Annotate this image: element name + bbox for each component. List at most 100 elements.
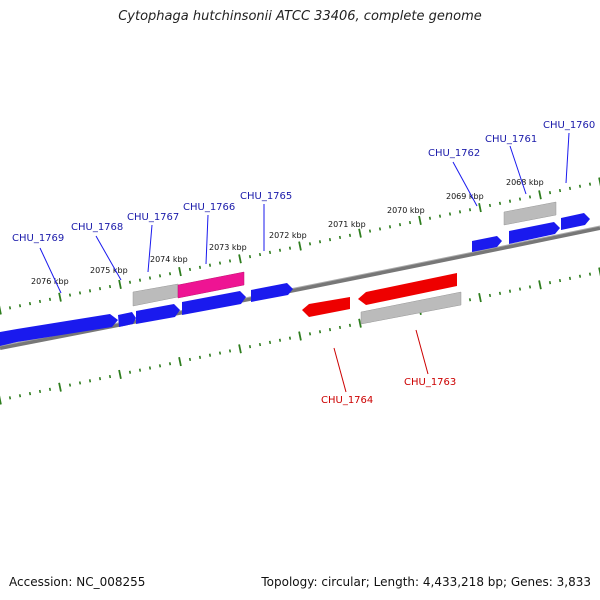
major-tick (598, 267, 600, 277)
minor-tick (448, 212, 452, 216)
label-leader-line (205, 214, 209, 265)
minor-tick (128, 280, 132, 284)
minor-tick (228, 259, 232, 263)
major-tick (298, 241, 302, 251)
gene-label: CHU_1765 (240, 191, 292, 202)
minor-tick (308, 332, 312, 336)
label-leader-line (415, 329, 429, 375)
minor-tick (88, 289, 92, 293)
kbp-label: 2076 kbp (31, 277, 69, 286)
minor-tick (18, 304, 22, 308)
minor-tick (568, 186, 572, 191)
minor-tick (548, 281, 552, 285)
major-tick (478, 293, 482, 303)
minor-tick (108, 374, 112, 379)
kbp-label: 2073 kbp (209, 243, 247, 252)
minor-tick (8, 306, 12, 310)
minor-tick (148, 366, 152, 370)
kbp-label: 2072 kbp (269, 231, 307, 240)
grey-gene-feature (132, 283, 179, 307)
rna-gene-feature (177, 271, 245, 299)
label-leader-line (565, 132, 570, 184)
minor-tick (498, 201, 502, 205)
forward-gene-feature (251, 283, 293, 302)
minor-tick (588, 182, 592, 186)
map-title: Cytophaga hutchinsonii ATCC 33406, compl… (118, 9, 482, 24)
gene-label: CHU_1769 (12, 233, 64, 244)
minor-tick (168, 362, 172, 366)
minor-tick (138, 278, 142, 282)
genome-backbone (0, 226, 600, 350)
label-leader-line (147, 224, 153, 273)
major-tick (538, 190, 542, 200)
minor-tick (88, 379, 92, 383)
minor-tick (518, 197, 522, 201)
minor-tick (48, 297, 52, 301)
minor-tick (328, 237, 332, 242)
minor-tick (258, 252, 262, 257)
minor-tick (558, 278, 562, 283)
minor-tick (268, 250, 272, 255)
minor-tick (578, 184, 582, 188)
minor-tick (578, 274, 582, 278)
minor-tick (378, 227, 382, 231)
topology-text: Topology: circular; Length: 4,433,218 bp… (261, 575, 591, 589)
minor-tick (508, 289, 512, 293)
gene-label: CHU_1761 (485, 134, 537, 145)
major-tick (538, 280, 542, 290)
minor-tick (388, 225, 392, 229)
gene-label: CHU_1768 (71, 222, 123, 233)
minor-tick (588, 272, 592, 276)
forward-gene-feature (0, 329, 17, 346)
minor-tick (488, 203, 492, 208)
gene-label: CHU_1767 (127, 212, 179, 223)
minor-tick (508, 199, 512, 203)
minor-tick (348, 233, 352, 237)
minor-tick (338, 325, 342, 330)
minor-tick (248, 345, 252, 349)
minor-tick (188, 357, 192, 362)
minor-tick (498, 291, 502, 295)
upper-tick-track (0, 177, 600, 315)
minor-tick (128, 370, 132, 374)
grey-gene-feature (503, 201, 557, 226)
minor-tick (168, 272, 172, 276)
kbp-label: 2074 kbp (150, 255, 188, 264)
forward-gene-feature (17, 314, 118, 342)
minor-tick (328, 327, 332, 332)
minor-tick (138, 368, 142, 372)
minor-tick (208, 353, 212, 357)
major-tick (178, 267, 182, 277)
gene-label: CHU_1760 (543, 120, 595, 131)
major-tick (478, 203, 482, 213)
kbp-label: 2069 kbp (446, 192, 484, 201)
minor-tick (108, 284, 112, 289)
minor-tick (268, 340, 272, 345)
minor-tick (248, 255, 252, 259)
label-leader-line (333, 347, 347, 393)
minor-tick (278, 338, 282, 342)
forward-gene-feature (472, 236, 502, 252)
forward-gene-feature (561, 213, 590, 230)
gene-label: CHU_1763 (404, 377, 456, 388)
gene-label: CHU_1762 (428, 148, 480, 159)
minor-tick (98, 287, 102, 291)
minor-tick (528, 195, 532, 199)
minor-tick (288, 336, 292, 340)
minor-tick (228, 349, 232, 353)
major-tick (238, 254, 242, 264)
minor-tick (38, 389, 42, 394)
minor-tick (158, 364, 162, 368)
reverse-gene-feature (358, 273, 457, 305)
reverse-gene-feature (302, 297, 350, 317)
forward-gene-feature (136, 304, 180, 324)
kbp-label: 2068 kbp (506, 178, 544, 187)
minor-tick (78, 291, 82, 295)
minor-tick (308, 242, 312, 246)
minor-tick (218, 261, 222, 265)
minor-tick (68, 383, 72, 387)
minor-tick (18, 394, 22, 398)
minor-tick (458, 210, 462, 214)
gene-label: CHU_1764 (321, 395, 373, 406)
minor-tick (98, 377, 102, 381)
